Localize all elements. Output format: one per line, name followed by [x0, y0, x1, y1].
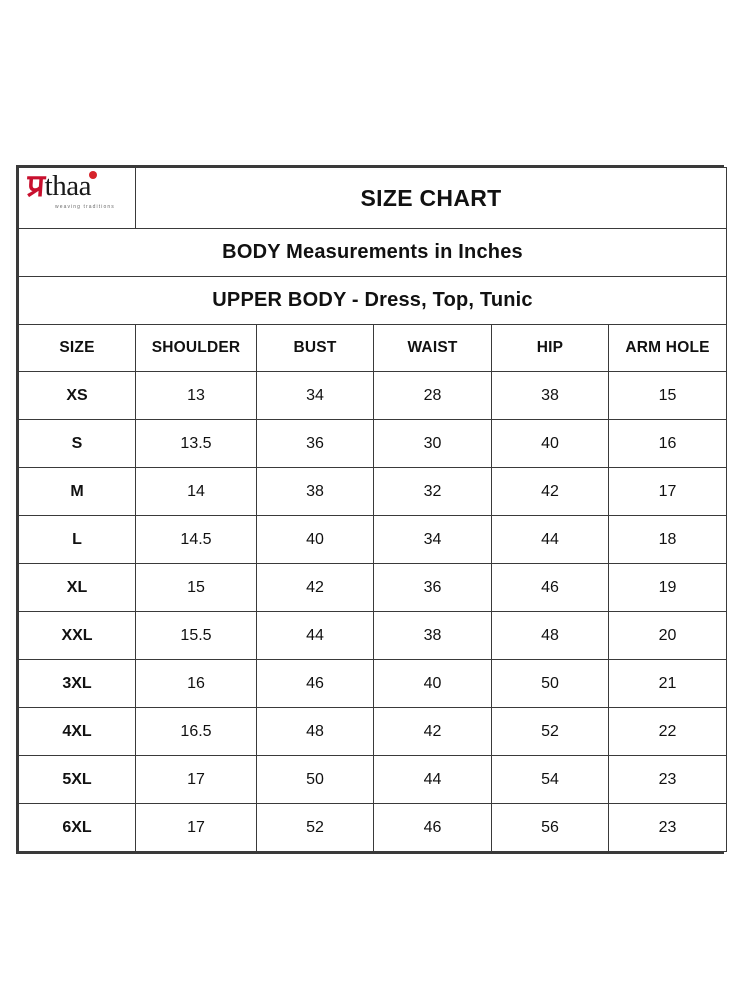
size-chart-body: प्र thaa weaving traditions SIZE CHART B…	[17, 167, 728, 852]
cell-shoulder: 17	[135, 803, 257, 852]
column-header-size: SIZE	[18, 324, 136, 372]
column-header-arm-hole: ARM HOLE	[607, 324, 728, 372]
table-row: 5XL 17 50 44 54 23	[18, 755, 728, 804]
brand-logo-devanagari: प्र	[25, 168, 45, 203]
cell-hip: 42	[491, 467, 609, 516]
table-row: 3XL 16 46 40 50 21	[18, 659, 728, 708]
cell-waist: 36	[373, 563, 492, 612]
brand-logo-tagline: weaving traditions	[55, 204, 115, 210]
cell-bust: 50	[256, 755, 374, 804]
cell-arm-hole: 20	[607, 611, 728, 660]
cell-waist: 40	[373, 659, 492, 708]
cell-arm-hole: 23	[607, 803, 728, 852]
brand-logo-dot-icon	[89, 171, 97, 179]
cell-waist: 34	[373, 515, 492, 564]
cell-arm-hole: 19	[607, 563, 728, 612]
cell-hip: 54	[491, 755, 609, 804]
column-header-shoulder: SHOULDER	[135, 324, 257, 372]
cell-waist: 38	[373, 611, 492, 660]
column-header-hip: HIP	[491, 324, 609, 372]
cell-hip: 48	[491, 611, 609, 660]
table-row: XXL 15.5 44 38 48 20	[18, 611, 728, 660]
table-row: XL 15 42 36 46 19	[18, 563, 728, 612]
cell-bust: 34	[256, 371, 374, 420]
cell-arm-hole: 16	[607, 419, 728, 468]
cell-hip: 50	[491, 659, 609, 708]
measurements-banner-row: BODY Measurements in Inches	[17, 228, 728, 277]
cell-bust: 52	[256, 803, 374, 852]
cell-size: M	[18, 467, 136, 516]
cell-size: XXL	[18, 611, 136, 660]
cell-hip: 44	[491, 515, 609, 564]
cell-size: 5XL	[18, 755, 136, 804]
cell-bust: 44	[256, 611, 374, 660]
measurements-banner: BODY Measurements in Inches	[17, 228, 728, 277]
cell-waist: 42	[373, 707, 492, 756]
cell-arm-hole: 17	[607, 467, 728, 516]
cell-waist: 28	[373, 371, 492, 420]
cell-bust: 42	[256, 563, 374, 612]
cell-shoulder: 13.5	[135, 419, 257, 468]
section-banner-row: UPPER BODY - Dress, Top, Tunic	[17, 276, 728, 325]
page-title: SIZE CHART	[134, 167, 728, 229]
cell-size: XS	[18, 371, 136, 420]
cell-bust: 38	[256, 467, 374, 516]
column-header-bust: BUST	[256, 324, 374, 372]
cell-size: XL	[18, 563, 136, 612]
cell-bust: 36	[256, 419, 374, 468]
cell-arm-hole: 23	[607, 755, 728, 804]
cell-shoulder: 14.5	[135, 515, 257, 564]
cell-size: 6XL	[18, 803, 136, 852]
cell-shoulder: 13	[135, 371, 257, 420]
cell-waist: 44	[373, 755, 492, 804]
table-row: 6XL 17 52 46 56 23	[18, 803, 728, 852]
cell-bust: 48	[256, 707, 374, 756]
cell-shoulder: 16	[135, 659, 257, 708]
size-chart-container: प्र thaa weaving traditions SIZE CHART B…	[16, 165, 728, 854]
cell-waist: 30	[373, 419, 492, 468]
brand-logo: प्र thaa weaving traditions	[19, 168, 135, 228]
cell-hip: 38	[491, 371, 609, 420]
cell-size: 3XL	[18, 659, 136, 708]
cell-arm-hole: 15	[607, 371, 728, 420]
cell-arm-hole: 18	[607, 515, 728, 564]
cell-hip: 46	[491, 563, 609, 612]
section-banner: UPPER BODY - Dress, Top, Tunic	[17, 276, 728, 325]
table-row: S 13.5 36 30 40 16	[18, 419, 728, 468]
cell-arm-hole: 22	[607, 707, 728, 756]
column-header-row: SIZE SHOULDER BUST WAIST HIP ARM HOLE	[18, 324, 728, 372]
table-row: XS 13 34 28 38 15	[18, 371, 728, 420]
cell-size: L	[18, 515, 136, 564]
cell-shoulder: 17	[135, 755, 257, 804]
cell-shoulder: 15.5	[135, 611, 257, 660]
table-row: M 14 38 32 42 17	[18, 467, 728, 516]
cell-waist: 46	[373, 803, 492, 852]
title-row: प्र thaa weaving traditions SIZE CHART	[18, 167, 728, 229]
cell-size: S	[18, 419, 136, 468]
cell-hip: 40	[491, 419, 609, 468]
brand-logo-cell: प्र thaa weaving traditions	[18, 167, 136, 229]
cell-hip: 56	[491, 803, 609, 852]
column-header-waist: WAIST	[373, 324, 492, 372]
brand-logo-mark: प्र thaa	[25, 168, 92, 203]
cell-arm-hole: 21	[607, 659, 728, 708]
cell-size: 4XL	[18, 707, 136, 756]
cell-hip: 52	[491, 707, 609, 756]
cell-shoulder: 16.5	[135, 707, 257, 756]
cell-shoulder: 15	[135, 563, 257, 612]
table-row: 4XL 16.5 48 42 52 22	[18, 707, 728, 756]
table-row: L 14.5 40 34 44 18	[18, 515, 728, 564]
cell-waist: 32	[373, 467, 492, 516]
brand-logo-latin: thaa	[44, 170, 92, 203]
size-chart-table: प्र thaa weaving traditions SIZE CHART B…	[17, 167, 728, 852]
cell-bust: 46	[256, 659, 374, 708]
cell-bust: 40	[256, 515, 374, 564]
cell-shoulder: 14	[135, 467, 257, 516]
